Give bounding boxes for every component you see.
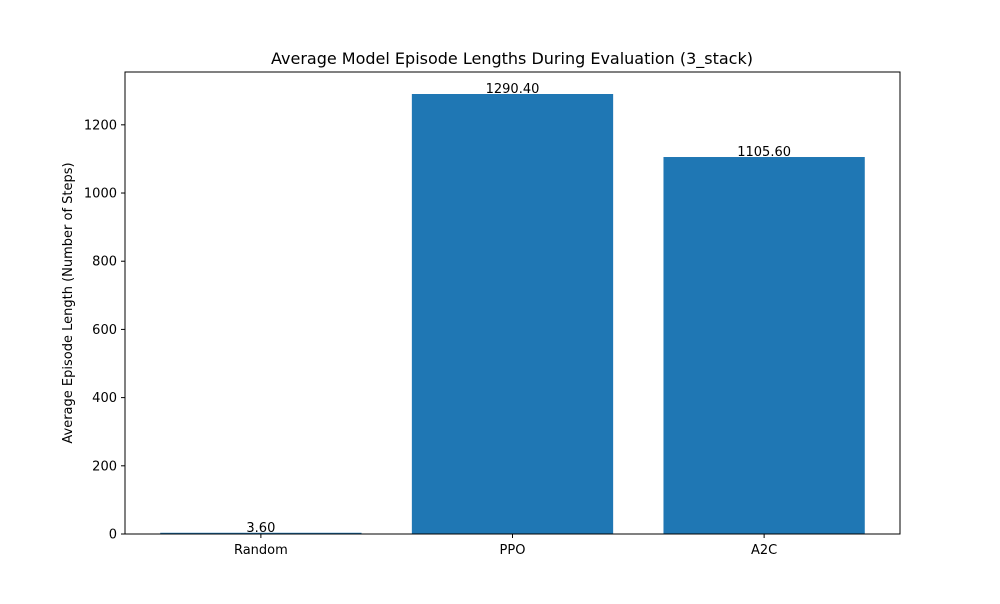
bar-a2c <box>663 157 865 535</box>
x-tick-label-random: Random <box>234 543 288 558</box>
y-tick-label: 200 <box>92 459 117 474</box>
bars-layer <box>160 94 865 535</box>
y-tick-label: 1200 <box>84 118 117 133</box>
value-label-a2c: 1105.60 <box>737 145 791 160</box>
plot-frame <box>124 71 901 535</box>
x-tick-label-ppo: PPO <box>500 543 526 558</box>
value-label-ppo: 1290.40 <box>486 82 540 97</box>
x-axis: Random PPO A2C <box>234 534 777 558</box>
x-tick-label-a2c: A2C <box>751 543 777 558</box>
y-tick-label: 1000 <box>84 187 117 202</box>
y-tick-label: 800 <box>92 255 117 270</box>
y-tick-label: 400 <box>92 391 117 406</box>
value-labels-layer: 3.60 1290.40 1105.60 <box>246 82 791 536</box>
bar-random <box>160 532 362 534</box>
value-label-random: 3.60 <box>246 521 275 536</box>
y-axis: 0 200 400 600 800 1000 1200 <box>84 118 125 543</box>
bar-ppo <box>411 94 614 534</box>
y-axis-title: Average Episode Length (Number of Steps) <box>61 162 76 443</box>
y-tick-label: 600 <box>92 323 117 338</box>
y-tick-label: 0 <box>109 528 117 543</box>
chart-title: Average Model Episode Lengths During Eva… <box>271 49 753 69</box>
